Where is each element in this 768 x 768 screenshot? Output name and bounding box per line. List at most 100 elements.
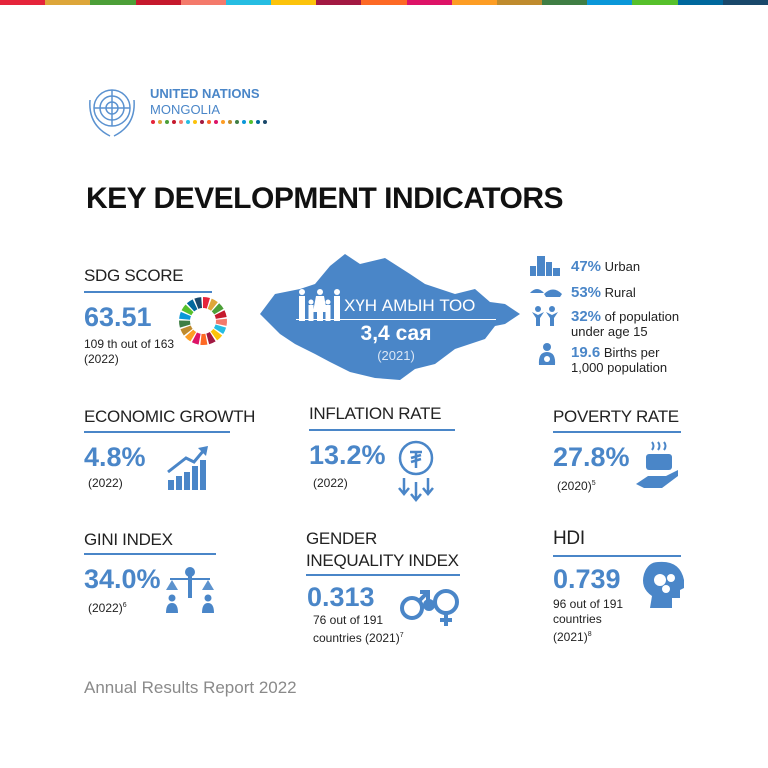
sdg-dot <box>256 120 260 124</box>
inflation-year: (2022) <box>313 476 348 490</box>
population-value: 3,4 сая <box>360 322 432 345</box>
color-segment <box>90 0 136 5</box>
divider <box>84 291 212 293</box>
sdg-dot <box>242 120 246 124</box>
gini-value: 34.0% <box>84 564 161 594</box>
sdg-label: SDG SCORE <box>84 266 184 285</box>
sdg-dot <box>214 120 218 124</box>
color-segment <box>225 0 272 5</box>
page-title: KEY DEVELOPMENT INDICATORS <box>86 182 564 215</box>
sdg-dot <box>151 120 155 124</box>
head-gears-icon <box>640 560 686 615</box>
sdg-wheel-segment <box>181 304 194 316</box>
sdg-wheel-segment <box>207 298 218 311</box>
scale-people-icon <box>162 566 218 619</box>
sdg-wheel-segment <box>179 311 191 320</box>
rural-stat: 53% Rural <box>571 284 636 301</box>
color-segment <box>316 0 362 5</box>
color-segment <box>361 0 407 5</box>
color-segment <box>722 0 768 5</box>
divider <box>84 431 230 433</box>
color-segment <box>0 0 46 5</box>
sdg-wheel-segment <box>180 325 193 336</box>
sdg-wheel-segment <box>215 318 227 326</box>
sdg-wheel-segment <box>200 333 208 345</box>
tugrik-coin-icon <box>396 440 436 507</box>
color-segment <box>180 0 226 5</box>
sdg-wheel-icon <box>178 296 228 351</box>
economic-year: (2022) <box>88 476 123 490</box>
logo-line2: MONGOLIA <box>150 102 221 117</box>
divider <box>553 431 681 433</box>
sdg-dot <box>186 120 190 124</box>
sdg-dots <box>151 120 267 124</box>
economic-value: 4.8% <box>84 442 146 472</box>
sdg-dot <box>207 120 211 124</box>
sdg-wheel-segment <box>206 332 216 345</box>
sdg-dot <box>235 120 239 124</box>
divider <box>553 555 681 557</box>
growth-chart-icon <box>166 444 210 495</box>
sdg-dot <box>221 120 225 124</box>
sdg-dot <box>200 120 204 124</box>
sdg-dot <box>249 120 253 124</box>
sdg-wheel-segment <box>210 328 223 341</box>
family-icon <box>296 288 342 327</box>
sdg-dot <box>158 120 162 124</box>
births-stat: 19.6 Births per 1,000 population <box>571 344 668 375</box>
sdg-wheel-segment <box>213 324 227 335</box>
sdg-dot <box>165 120 169 124</box>
footer-text: Annual Results Report 2022 <box>84 678 297 697</box>
sdg-wheel-segment <box>179 320 191 328</box>
gender-note: 76 out of 191 countries (2021)7 <box>313 613 404 645</box>
un-emblem-icon <box>82 80 142 140</box>
gender-symbols-icon <box>398 584 462 633</box>
gini-label: GINI INDEX <box>84 530 173 549</box>
population-label: ХҮН АМЫН ТОО <box>344 296 476 315</box>
sdg-wheel-segment <box>194 297 203 309</box>
population-year: (2021) <box>377 348 415 363</box>
inflation-label: INFLATION RATE <box>309 404 442 423</box>
sdg-dot <box>228 120 232 124</box>
sdg-wheel-segment <box>186 299 198 312</box>
mongolia-map <box>255 244 525 389</box>
mother-baby-icon <box>538 343 556 370</box>
sdg-dot <box>172 120 176 124</box>
children-icon <box>532 306 558 331</box>
divider <box>309 429 455 431</box>
hand-food-icon <box>634 440 680 497</box>
ger-icon <box>530 284 562 302</box>
gender-label: GENDER INEQUALITY INDEX <box>306 529 459 570</box>
poverty-year: (2020)5 <box>557 479 596 493</box>
divider <box>296 319 496 320</box>
economic-label: ECONOMIC GROWTH <box>84 407 256 426</box>
inflation-value: 13.2% <box>309 440 386 470</box>
sdg-value: 63.51 <box>84 302 152 332</box>
sdg-wheel-segment <box>184 329 197 342</box>
color-segment <box>451 0 497 5</box>
poverty-value: 27.8% <box>553 442 630 472</box>
children-stat: 32% of population under age 15 <box>571 308 680 339</box>
sdg-note: 109 th out of 163 <box>84 337 175 351</box>
color-segment <box>406 0 452 5</box>
color-segment <box>632 0 678 5</box>
sdg-color-bar <box>0 0 768 5</box>
color-segment <box>45 0 91 5</box>
color-segment <box>542 0 588 5</box>
color-segment <box>135 0 181 5</box>
color-segment <box>271 0 317 5</box>
poverty-label: POVERTY RATE <box>553 407 679 426</box>
sdg-wheel-segment <box>191 332 201 345</box>
gini-year: (2022)6 <box>88 601 127 615</box>
hdi-note: 96 out of 191 countries (2021)8 <box>553 597 624 644</box>
gender-value: 0.313 <box>307 582 375 612</box>
color-segment <box>496 0 543 5</box>
city-icon <box>530 256 566 276</box>
sdg-wheel-segment <box>214 310 227 319</box>
sdg-dot <box>263 120 267 124</box>
color-segment <box>677 0 723 5</box>
divider <box>84 553 216 555</box>
hdi-label: HDI <box>553 528 585 549</box>
sdg-dot <box>179 120 183 124</box>
sdg-year: (2022) <box>84 352 119 366</box>
